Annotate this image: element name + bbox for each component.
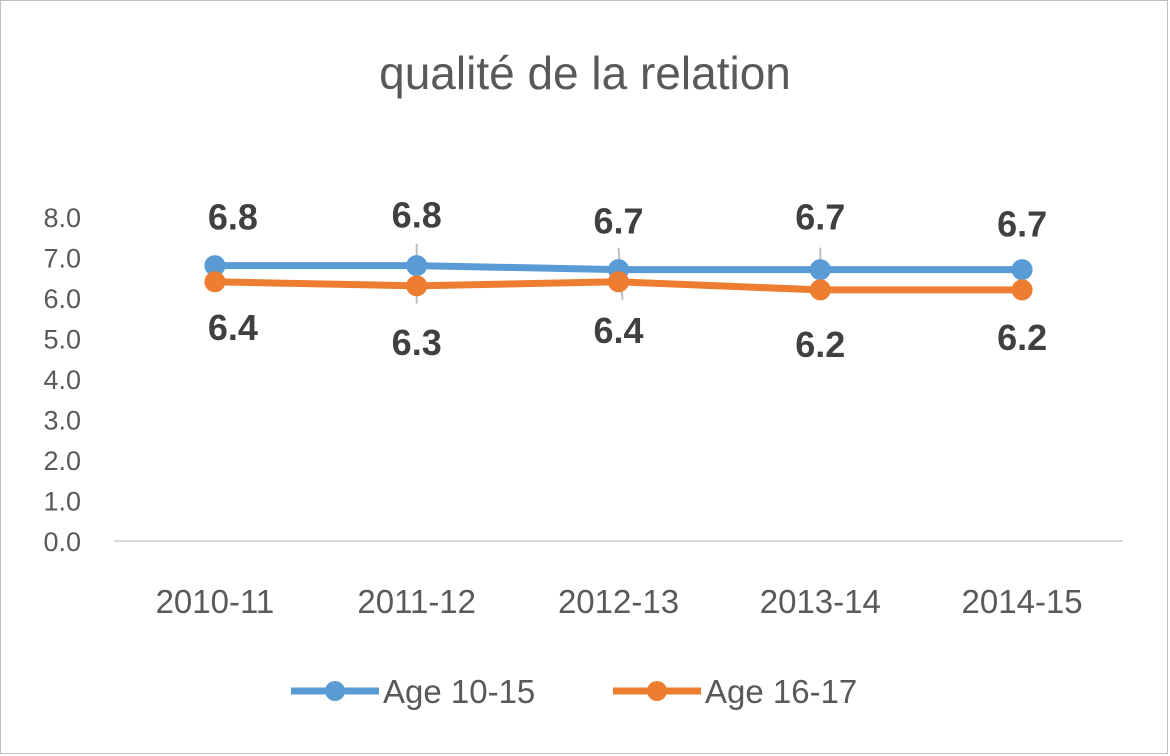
y-tick-label: 4.0 [43, 365, 81, 395]
data-label: 6.7 [997, 204, 1047, 245]
data-label: 6.2 [795, 324, 845, 365]
y-axis-tick-labels: 0.0 1.0 2.0 3.0 4.0 5.0 6.0 7.0 8.0 [43, 203, 81, 557]
y-tick-label: 8.0 [43, 203, 81, 233]
y-tick-label: 3.0 [43, 406, 81, 436]
data-label: 6.3 [392, 322, 442, 363]
x-tick-label: 2013-14 [760, 583, 881, 620]
legend-item: Age 16-17 [613, 673, 857, 710]
x-tick-label: 2012-13 [558, 583, 679, 620]
data-point-marker [1011, 279, 1033, 301]
data-label: 6.2 [997, 317, 1047, 358]
legend: Age 10-15 Age 16-17 [291, 673, 857, 710]
y-tick-label: 2.0 [43, 446, 81, 476]
data-point-marker [809, 259, 831, 281]
data-point-marker [406, 275, 428, 297]
data-label: 6.7 [795, 197, 845, 238]
data-label: 6.4 [593, 310, 643, 351]
x-axis-tick-labels: 2010-11 2011-12 2012-13 2013-14 2014-15 [156, 583, 1083, 620]
y-tick-label: 0.0 [43, 527, 81, 557]
y-tick-label: 1.0 [43, 487, 81, 517]
data-label: 6.8 [392, 195, 442, 236]
series-markers [204, 255, 1033, 301]
legend-marker-swatch [325, 681, 345, 701]
data-label: 6.7 [593, 201, 643, 242]
data-point-marker [608, 271, 629, 293]
y-tick-label: 5.0 [43, 325, 81, 355]
data-point-marker [204, 271, 226, 293]
legend-label: Age 10-15 [383, 673, 535, 710]
data-labels: 6.8 6.8 6.7 6.7 6.7 6.4 6.3 6.4 6.2 6.2 [208, 195, 1047, 365]
data-point-marker [406, 255, 428, 277]
x-tick-label: 2014-15 [962, 583, 1083, 620]
data-point-marker [809, 279, 831, 301]
chart-title: qualité de la relation [379, 47, 791, 99]
x-tick-label: 2011-12 [357, 583, 476, 620]
data-point-marker [1011, 259, 1033, 281]
data-label: 6.4 [208, 307, 258, 348]
legend-label: Age 16-17 [705, 673, 857, 710]
x-tick-label: 2010-11 [156, 583, 275, 620]
y-tick-label: 6.0 [43, 284, 81, 314]
data-label: 6.8 [208, 197, 258, 238]
legend-item: Age 10-15 [291, 673, 535, 710]
legend-marker-swatch [647, 681, 667, 701]
y-tick-label: 7.0 [43, 244, 81, 274]
